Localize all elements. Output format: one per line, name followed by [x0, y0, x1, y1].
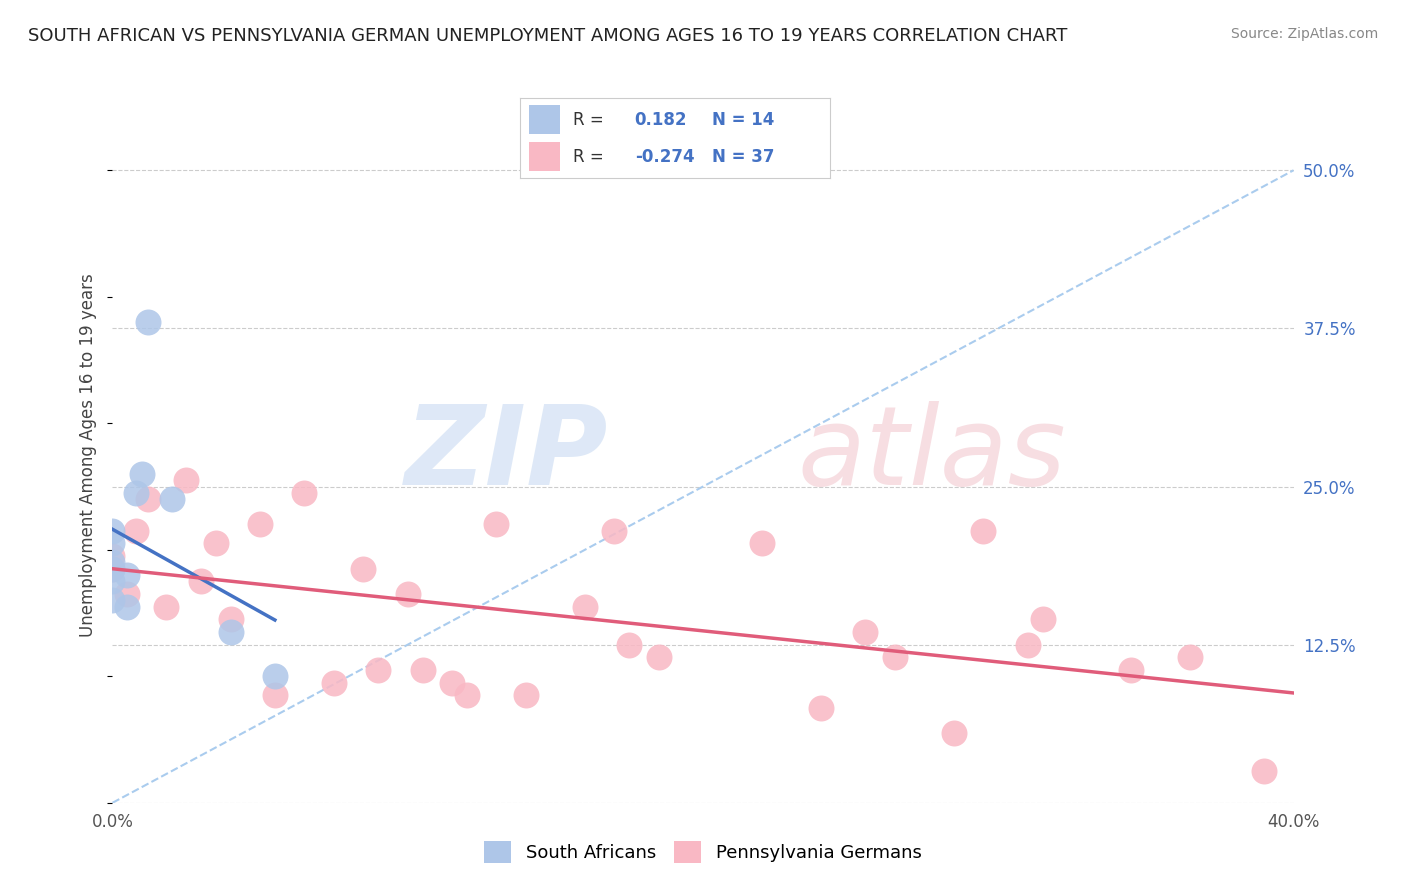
Point	[125, 524, 148, 538]
Point	[411, 663, 433, 677]
Point	[751, 536, 773, 550]
Point	[101, 536, 124, 550]
Point	[264, 669, 287, 683]
Point	[205, 536, 228, 550]
Point	[136, 492, 159, 507]
Point	[574, 599, 596, 614]
Point	[264, 688, 287, 702]
Point	[352, 562, 374, 576]
FancyBboxPatch shape	[530, 142, 561, 171]
Point	[190, 574, 212, 589]
Point	[219, 612, 242, 626]
Text: N = 14: N = 14	[711, 111, 775, 128]
Point	[603, 524, 626, 538]
Point	[1017, 638, 1039, 652]
Point	[647, 650, 671, 665]
Text: Source: ZipAtlas.com: Source: ZipAtlas.com	[1230, 27, 1378, 41]
Point	[973, 524, 995, 538]
Point	[117, 568, 138, 582]
Point	[160, 492, 183, 507]
Text: R =: R =	[572, 148, 609, 166]
Point	[367, 663, 389, 677]
Point	[485, 517, 508, 532]
Text: N = 37: N = 37	[711, 148, 775, 166]
Point	[515, 688, 537, 702]
Point	[1119, 663, 1142, 677]
Text: R =: R =	[572, 111, 609, 128]
Point	[855, 625, 877, 640]
Point	[117, 599, 138, 614]
Point	[101, 556, 124, 570]
Point	[441, 675, 464, 690]
Point	[942, 726, 965, 740]
Point	[155, 599, 177, 614]
FancyBboxPatch shape	[530, 105, 561, 134]
Text: ZIP: ZIP	[405, 401, 609, 508]
Point	[619, 638, 641, 652]
Y-axis label: Unemployment Among Ages 16 to 19 years: Unemployment Among Ages 16 to 19 years	[79, 273, 97, 637]
Point	[101, 549, 124, 563]
Point	[249, 517, 271, 532]
Text: SOUTH AFRICAN VS PENNSYLVANIA GERMAN UNEMPLOYMENT AMONG AGES 16 TO 19 YEARS CORR: SOUTH AFRICAN VS PENNSYLVANIA GERMAN UNE…	[28, 27, 1067, 45]
Point	[323, 675, 346, 690]
Point	[1178, 650, 1201, 665]
Text: atlas: atlas	[797, 401, 1066, 508]
Point	[101, 562, 124, 576]
Point	[117, 587, 138, 601]
Point	[1253, 764, 1275, 779]
Legend: South Africans, Pennsylvania Germans: South Africans, Pennsylvania Germans	[477, 834, 929, 871]
Text: 0.182: 0.182	[634, 111, 688, 128]
Point	[101, 593, 124, 607]
Point	[884, 650, 907, 665]
Point	[131, 467, 153, 481]
Point	[125, 486, 148, 500]
Point	[101, 574, 124, 589]
Point	[456, 688, 478, 702]
Point	[219, 625, 242, 640]
Point	[396, 587, 419, 601]
Point	[174, 473, 197, 487]
Point	[101, 562, 124, 576]
Point	[136, 315, 159, 329]
Text: -0.274: -0.274	[634, 148, 695, 166]
Point	[101, 524, 124, 538]
Point	[292, 486, 315, 500]
Point	[1032, 612, 1054, 626]
Point	[810, 701, 832, 715]
